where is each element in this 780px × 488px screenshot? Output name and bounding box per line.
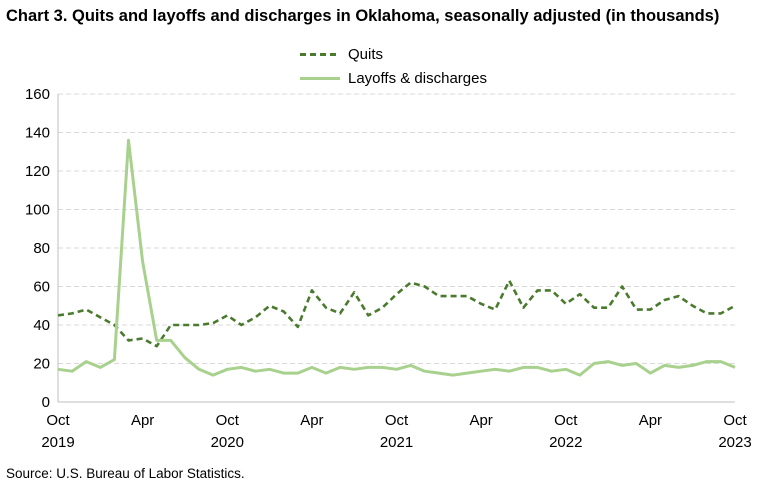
- legend-item-layoffs: Layoffs & discharges: [300, 66, 487, 90]
- legend-swatch-quits: [300, 52, 340, 56]
- x-tick-label: Oct: [46, 412, 70, 429]
- series-line-layoffs-discharges: [57, 138, 736, 377]
- y-tick-label: 120: [25, 163, 50, 180]
- chart-legend: Quits Layoffs & discharges: [300, 42, 487, 90]
- y-tick-label: 100: [25, 202, 50, 219]
- y-tick-label: 60: [33, 279, 50, 296]
- x-tick-year-label: 2019: [41, 434, 74, 451]
- x-tick-label: Oct: [723, 412, 747, 429]
- x-tick-label: Apr: [469, 412, 492, 429]
- series-line-quits: [57, 279, 736, 348]
- x-tick-label: Apr: [639, 412, 662, 429]
- legend-label-layoffs: Layoffs & discharges: [348, 69, 487, 87]
- y-tick-label: 40: [33, 317, 50, 334]
- legend-swatch-layoffs: [300, 76, 340, 80]
- legend-item-quits: Quits: [300, 42, 487, 66]
- x-tick-label: Apr: [131, 412, 154, 429]
- x-tick-year-label: 2020: [211, 434, 244, 451]
- y-tick-label: 80: [33, 240, 50, 257]
- source-note: Source: U.S. Bureau of Labor Statistics.: [6, 466, 245, 481]
- y-tick-label: 0: [42, 394, 50, 411]
- chart-title: Chart 3. Quits and layoffs and discharge…: [6, 7, 720, 25]
- x-tick-year-label: 2023: [718, 434, 751, 451]
- x-tick-label: Oct: [216, 412, 240, 429]
- y-tick-label: 20: [33, 356, 50, 373]
- y-tick-label: 160: [25, 86, 50, 103]
- x-tick-year-label: 2022: [549, 434, 582, 451]
- x-tick-label: Apr: [300, 412, 323, 429]
- legend-label-quits: Quits: [348, 45, 384, 63]
- y-tick-label: 140: [25, 125, 50, 142]
- x-tick-label: Oct: [385, 412, 409, 429]
- x-tick-label: Oct: [554, 412, 578, 429]
- x-tick-year-label: 2021: [380, 434, 413, 451]
